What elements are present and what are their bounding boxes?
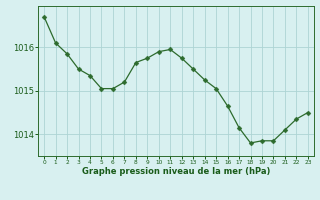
X-axis label: Graphe pression niveau de la mer (hPa): Graphe pression niveau de la mer (hPa)	[82, 167, 270, 176]
